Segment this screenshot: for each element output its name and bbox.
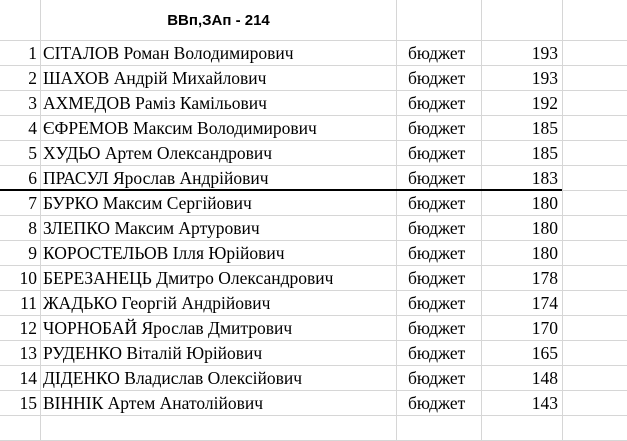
table-row: 3 АХМЕДОВ Раміз Камільович бюджет 192 — [0, 90, 627, 115]
gridline — [0, 340, 627, 341]
row-number[interactable]: 1 — [28, 43, 37, 63]
gridline — [0, 240, 627, 241]
row-number[interactable]: 7 — [28, 193, 37, 213]
score-cell[interactable]: 165 — [531, 343, 558, 363]
funding-cell[interactable]: бюджет — [408, 118, 466, 138]
table-row: 9 КОРОСТЕЛЬОВ Ілля Юрійович бюджет 180 — [0, 240, 627, 265]
row-number[interactable]: 10 — [19, 268, 38, 288]
student-name-cell[interactable]: ЧОРНОБАЙ Ярослав Дмитрович — [43, 318, 293, 338]
gridline — [0, 65, 627, 66]
gridline — [562, 0, 563, 441]
score-cell[interactable]: 193 — [531, 68, 558, 88]
student-name-cell[interactable]: СІТАЛОВ Роман Володимирович — [43, 43, 294, 63]
row-number[interactable]: 11 — [20, 293, 37, 313]
funding-cell[interactable]: бюджет — [408, 168, 466, 188]
student-name-cell[interactable]: ЄФРЕМОВ Максим Володимирович — [43, 118, 317, 138]
student-name-cell[interactable]: ВІННІК Артем Анатолійович — [43, 393, 264, 413]
gridline — [0, 215, 627, 216]
sheet-title[interactable]: ВВп,ЗАп - 214 — [167, 12, 270, 29]
row-number[interactable]: 13 — [19, 343, 38, 363]
student-name-cell[interactable]: ДІДЕНКО Владислав Олексійович — [43, 368, 303, 388]
table-row: 4 ЄФРЕМОВ Максим Володимирович бюджет 185 — [0, 115, 627, 140]
gridline — [0, 315, 627, 316]
gridline — [0, 365, 627, 366]
table-row: 7 БУРКО Максим Сергійович бюджет 180 — [0, 190, 627, 215]
funding-cell[interactable]: бюджет — [408, 268, 466, 288]
gridline — [0, 165, 627, 166]
gridline — [0, 415, 627, 416]
score-cell[interactable]: 180 — [531, 218, 558, 238]
gridline — [0, 115, 627, 116]
student-name-cell[interactable]: ЗЛЕПКО Максим Артурович — [43, 218, 260, 238]
funding-cell[interactable]: бюджет — [408, 218, 466, 238]
gridline — [0, 40, 627, 41]
gridline — [0, 90, 627, 91]
table-row: 8 ЗЛЕПКО Максим Артурович бюджет 180 — [0, 215, 627, 240]
row-number[interactable]: 12 — [19, 318, 38, 338]
funding-cell[interactable]: бюджет — [408, 193, 466, 213]
funding-cell[interactable]: бюджет — [408, 293, 466, 313]
cutoff-line — [0, 189, 562, 191]
row-number[interactable]: 6 — [28, 168, 37, 188]
funding-cell[interactable]: бюджет — [408, 393, 466, 413]
funding-cell[interactable]: бюджет — [408, 68, 466, 88]
gridline — [0, 140, 627, 141]
student-name-cell[interactable]: ХУДЬО Артем Олександрович — [43, 143, 272, 163]
student-name-cell[interactable]: АХМЕДОВ Раміз Камільович — [43, 93, 267, 113]
score-cell[interactable]: 192 — [531, 93, 558, 113]
funding-cell[interactable]: бюджет — [408, 368, 466, 388]
score-cell[interactable]: 170 — [531, 318, 558, 338]
student-name-cell[interactable]: ШАХОВ Андрій Михайлович — [43, 68, 267, 88]
gridline — [0, 390, 627, 391]
score-cell[interactable]: 180 — [531, 243, 558, 263]
table-row: 6 ПРАСУЛ Ярослав Андрійович бюджет 183 — [0, 165, 627, 190]
gridline — [481, 0, 482, 441]
score-cell[interactable]: 178 — [531, 268, 558, 288]
gridline — [0, 265, 627, 266]
row-number[interactable]: 9 — [28, 243, 37, 263]
score-cell[interactable]: 185 — [531, 118, 558, 138]
score-cell[interactable]: 148 — [531, 368, 558, 388]
funding-cell[interactable]: бюджет — [408, 93, 466, 113]
funding-cell[interactable]: бюджет — [408, 143, 466, 163]
student-name-cell[interactable]: РУДЕНКО Віталій Юрійович — [43, 343, 263, 363]
funding-cell[interactable]: бюджет — [408, 243, 466, 263]
table-row: 2 ШАХОВ Андрій Михайлович бюджет 193 — [0, 65, 627, 90]
funding-cell[interactable]: бюджет — [408, 343, 466, 363]
funding-cell[interactable]: бюджет — [408, 318, 466, 338]
row-number[interactable]: 4 — [28, 118, 37, 138]
table-row: 13 РУДЕНКО Віталій Юрійович бюджет 165 — [0, 340, 627, 365]
gridline — [396, 0, 397, 441]
gridline — [40, 0, 41, 441]
table-row: 12 ЧОРНОБАЙ Ярослав Дмитрович бюджет 170 — [0, 315, 627, 340]
table-row: 5 ХУДЬО Артем Олександрович бюджет 185 — [0, 140, 627, 165]
score-cell[interactable]: 185 — [531, 143, 558, 163]
row-number[interactable]: 3 — [28, 93, 37, 113]
row-number[interactable]: 5 — [28, 143, 37, 163]
row-number[interactable]: 2 — [28, 68, 37, 88]
table-row: 11 ЖАДЬКО Георгій Андрійович бюджет 174 — [0, 290, 627, 315]
student-name-cell[interactable]: КОРОСТЕЛЬОВ Ілля Юрійович — [43, 243, 285, 263]
score-cell[interactable]: 183 — [531, 168, 558, 188]
score-cell[interactable]: 180 — [531, 193, 558, 213]
row-number[interactable]: 14 — [19, 368, 38, 388]
student-name-cell[interactable]: БУРКО Максим Сергійович — [43, 193, 252, 213]
table-row: 10 БЕРЕЗАНЕЦЬ Дмитро Олександрович бюджет 1… — [0, 265, 627, 290]
score-cell[interactable]: 193 — [531, 43, 558, 63]
row-number[interactable]: 15 — [19, 393, 38, 413]
student-name-cell[interactable]: БЕРЕЗАНЕЦЬ Дмитро Олександрович — [43, 268, 334, 288]
funding-cell[interactable]: бюджет — [408, 43, 466, 63]
score-cell[interactable]: 174 — [531, 293, 558, 313]
student-name-cell[interactable]: ПРАСУЛ Ярослав Андрійович — [43, 168, 269, 188]
student-name-cell[interactable]: ЖАДЬКО Георгій Андрійович — [43, 293, 271, 313]
row-number[interactable]: 8 — [28, 218, 37, 238]
gridline — [0, 290, 627, 291]
score-cell[interactable]: 143 — [531, 393, 558, 413]
table-row: 1 СІТАЛОВ Роман Володимирович бюджет 193 — [0, 40, 627, 65]
table-row: 14 ДІДЕНКО Владислав Олексійович бюджет 148 — [0, 365, 627, 390]
table-row: 15 ВІННІК Артем Анатолійович бюджет 143 — [0, 390, 627, 415]
